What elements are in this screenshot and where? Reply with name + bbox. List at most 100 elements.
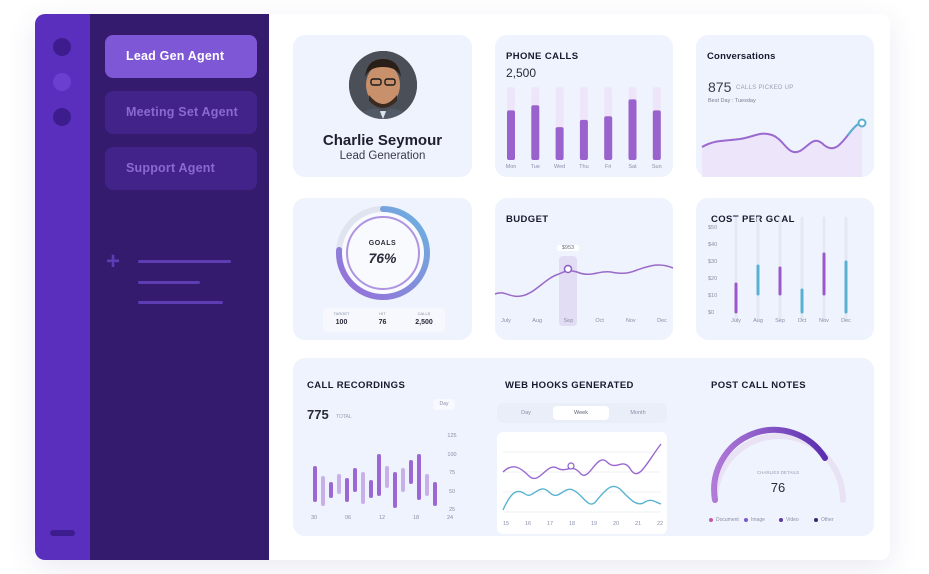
post-call-notes-gauge [711,426,846,503]
phone-calls-bar [604,116,613,160]
webhooks-x-tick: 18 [568,521,576,527]
cost-per-goal-y-tick: $40 [708,242,718,248]
webhooks-x-tick: 16 [524,521,532,527]
call-recordings-x-tick: 06 [344,515,352,521]
phone-calls-day-label: Wed [554,164,565,170]
conversations-title: Conversations [707,51,776,62]
webhooks-tab-bar: Day Week Month [497,403,667,423]
cost-per-goal-y-tick: $20 [708,276,718,282]
tab-month[interactable]: Month [630,410,646,416]
goals-ring-chart [336,206,430,300]
goals-stat-value: 100 [335,319,348,326]
call-recordings-range-chip[interactable]: Day [433,399,455,410]
budget-card: BUDGET $953 July Aug Sep Oct Nov Dec [494,198,674,340]
legend-item: Document [709,516,739,524]
goals-stat-label: CALLS [417,311,431,316]
legend-swatch [709,518,713,522]
webhooks-x-tick: 22 [656,521,664,527]
phone-calls-bar [579,119,588,160]
call-recordings-chart [313,454,437,508]
budget-month-label: Aug [532,318,543,324]
cost-per-goal-y-tick: $0 [708,310,715,316]
phone-calls-day-label: Sun [652,164,662,170]
cost-per-goal-month-label: Nov [819,318,829,324]
conversations-peak-marker[interactable] [857,118,867,128]
phone-calls-day-label: Tue [531,164,540,170]
budget-line-chart [494,256,674,326]
call-recordings-count: 775 [307,407,329,422]
webhooks-highlight-marker[interactable] [567,462,575,470]
phone-calls-bar [555,127,564,160]
goals-stat-value: 2,500 [415,319,433,326]
cost-per-goal-month-label: Sep [775,318,785,324]
legend-item: Other [814,516,834,524]
phone-calls-day-label: Thu [579,164,588,170]
webhooks-title: WEB HOOKS GENERATED [505,380,634,391]
legend-swatch [814,518,818,522]
legend-swatch [779,518,783,522]
goals-stat-value: 76 [378,319,387,326]
profile-card: Charlie Seymour Lead Generation [293,35,472,177]
legend-label: Document [716,517,739,523]
post-call-notes-label: CHARLIES DETAILS [756,470,800,475]
cost-per-goal-y-tick: $30 [708,259,718,265]
call-recordings-x-tick: 18 [412,515,420,521]
budget-month-label: Dec [657,318,667,324]
cost-per-goal-month-label: Aug [753,318,763,324]
cost-per-goal-month-label: Dec [841,318,851,324]
conversations-line-chart [701,118,867,177]
icon-rail [35,14,90,560]
phone-calls-total: 2,500 [506,66,537,80]
sidebar-item-lead-gen-agent[interactable]: Lead Gen Agent [105,35,257,78]
phone-calls-chart: Mon Tue Wed Thu Fri Sat Sun [506,87,662,170]
webhooks-x-tick: 15 [502,521,510,527]
goals-stat-label: TARGET [333,311,350,316]
conversations-count: 875 [708,79,732,95]
avatar[interactable] [293,35,472,177]
sidebar-item-meeting-set-agent[interactable]: Meeting Set Agent [105,91,257,134]
cost-per-goal-y-tick: $50 [708,225,718,231]
budget-month-label: July [501,318,511,324]
budget-month-label: Sep [563,318,574,324]
webhooks-x-tick: 20 [612,521,620,527]
placeholder-line [138,281,200,284]
phone-calls-bar [652,110,661,160]
call-recordings-x-tick: 30 [310,515,318,521]
phone-calls-bar [628,99,637,160]
tab-day[interactable]: Day [521,410,531,416]
budget-title: BUDGET [506,214,549,225]
legend-swatch [744,518,748,522]
phone-calls-bar [531,105,540,160]
conversations-card: Conversations 875 CALLS PICKED UP Best D… [696,35,874,177]
add-agent-icon[interactable]: + [106,248,121,275]
rail-menu-icon[interactable] [50,530,75,536]
legend-label: Image [751,517,765,523]
phone-calls-title: PHONE CALLS [506,51,579,62]
legend-label: Other [821,517,834,523]
cost-per-goal-y-tick: $10 [708,293,718,299]
goals-label: GOALS [368,240,397,247]
conversations-best-day: Best Day : Tuesday [708,98,756,104]
post-call-notes-title: POST CALL NOTES [711,380,807,391]
rail-agents-icon[interactable] [53,73,71,91]
goals-percent: 76% [368,250,397,266]
webhooks-x-tick: 19 [590,521,598,527]
call-recordings-y-tick: 50 [448,488,456,495]
legend-item: Image [744,516,765,524]
call-recordings-y-tick: 125 [447,433,457,439]
budget-month-label: Nov [625,318,636,324]
sidebar-item-support-agent[interactable]: Support Agent [105,147,257,190]
phone-calls-day-label: Fri [605,164,611,170]
tab-week[interactable]: Week [553,406,609,420]
rail-settings-icon[interactable] [53,108,71,126]
phone-calls-card: PHONE CALLS 2,500 Mon Tue Wed Thu Fri Sat Sun [495,35,673,177]
post-call-notes-legend: Document Image Video Other [705,513,855,527]
webhooks-x-tick: 17 [546,521,554,527]
goals-stats: TARGET 100 HIT 76 CALLS 2,500 [323,308,445,332]
phone-calls-day-label: Mon [506,164,517,170]
budget-highlight-marker[interactable] [563,264,573,274]
post-call-notes-value: 76 [770,480,786,495]
rail-home-icon[interactable] [53,38,71,56]
profile-name: Charlie Seymour [322,132,443,149]
cost-per-goal-card: COST PER GOAL $50 $40 $30 $20 $10 $0 July Aug S… [696,198,874,340]
